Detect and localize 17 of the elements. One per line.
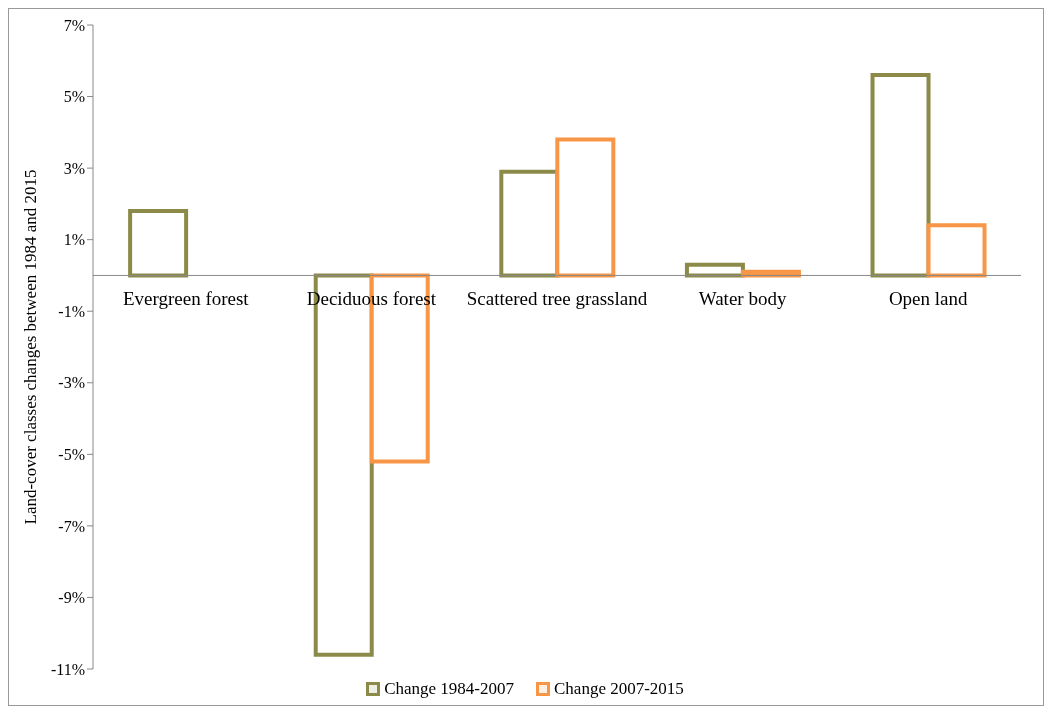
y-tick-label: -3% xyxy=(58,374,85,392)
y-tick-label: -7% xyxy=(58,517,85,535)
legend-label: Change 2007-2015 xyxy=(554,679,684,699)
y-tick-label: -11% xyxy=(50,660,85,678)
y-axis-title: Land-cover classes changes between 1984 and 2015 xyxy=(21,169,41,525)
y-tick-label: 5% xyxy=(63,88,85,106)
y-tick-label: 7% xyxy=(63,16,85,34)
legend-label: Change 1984-2007 xyxy=(384,679,514,699)
x-tick-label: Evergreen forest xyxy=(122,287,250,309)
y-tick-label: 1% xyxy=(63,231,85,249)
y-tick-label: -5% xyxy=(58,446,85,464)
x-tick-label: Scattered tree grassland xyxy=(466,287,648,309)
y-tick-label: 3% xyxy=(63,159,85,177)
y-tick-label: -9% xyxy=(58,589,85,607)
x-tick-label: Open land xyxy=(888,287,968,309)
y-tick-label: -1% xyxy=(58,302,85,320)
x-tick-label: Water body xyxy=(698,287,787,309)
